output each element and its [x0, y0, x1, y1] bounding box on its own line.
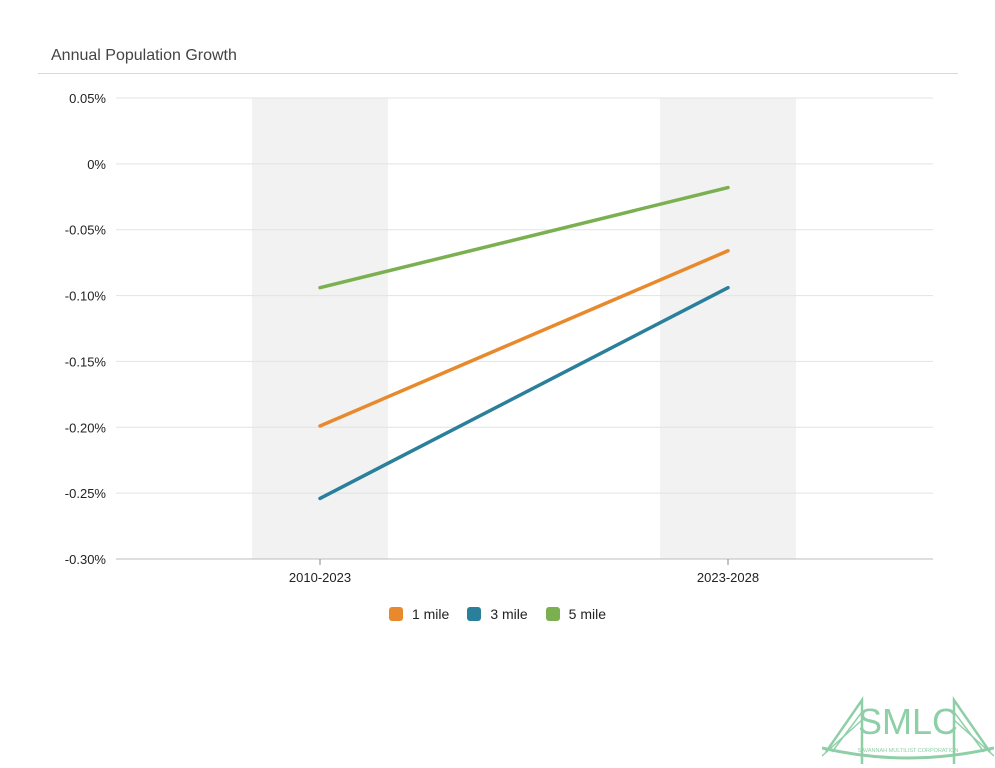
legend-swatch: [545, 607, 560, 621]
legend-label: 1 mile: [411, 606, 450, 622]
series-line-5-mile: [318, 185, 730, 290]
smlc-logo: SMLC SAVANNAH MULTILIST CORPORATION: [822, 695, 994, 764]
y-tick-label: 0%: [87, 157, 106, 172]
legend-item[interactable]: 1 mile: [388, 606, 450, 622]
legend-item[interactable]: 5 mile: [545, 606, 607, 622]
legend-label: 3 mile: [490, 606, 528, 622]
x-tick-label: 2010-2023: [289, 570, 351, 585]
chart-title: Annual Population Growth: [51, 47, 237, 64]
legend-swatch: [388, 607, 403, 621]
series-line-3-mile: [318, 285, 730, 501]
chart-legend: 1 mile 3 mile 5 mile: [0, 606, 995, 622]
y-tick-label: 0.05%: [69, 91, 106, 106]
title-divider: [38, 73, 958, 74]
legend-item[interactable]: 3 mile: [467, 606, 528, 622]
category-band: [252, 98, 388, 559]
y-tick-label: -0.25%: [65, 486, 107, 501]
legend-label: 5 mile: [568, 606, 607, 622]
logo-text: SMLC: [858, 701, 958, 742]
y-tick-label: -0.05%: [65, 223, 107, 238]
x-tick-label: 2023-2028: [697, 570, 759, 585]
y-tick-label: -0.10%: [65, 289, 107, 304]
y-tick-label: -0.30%: [65, 552, 107, 567]
legend-swatch: [467, 607, 482, 621]
line-chart: 0.05% 0% -0.05% -0.10% -0.15% -0.20% -0.25% -0.…: [65, 91, 933, 585]
y-tick-label: -0.20%: [65, 420, 107, 435]
category-band: [660, 98, 796, 559]
y-tick-label: -0.15%: [65, 354, 107, 369]
logo-subtext: SAVANNAH MULTILIST CORPORATION: [858, 748, 959, 754]
series-line-1-mile: [318, 249, 730, 428]
bridge-logo-icon: [822, 695, 994, 764]
